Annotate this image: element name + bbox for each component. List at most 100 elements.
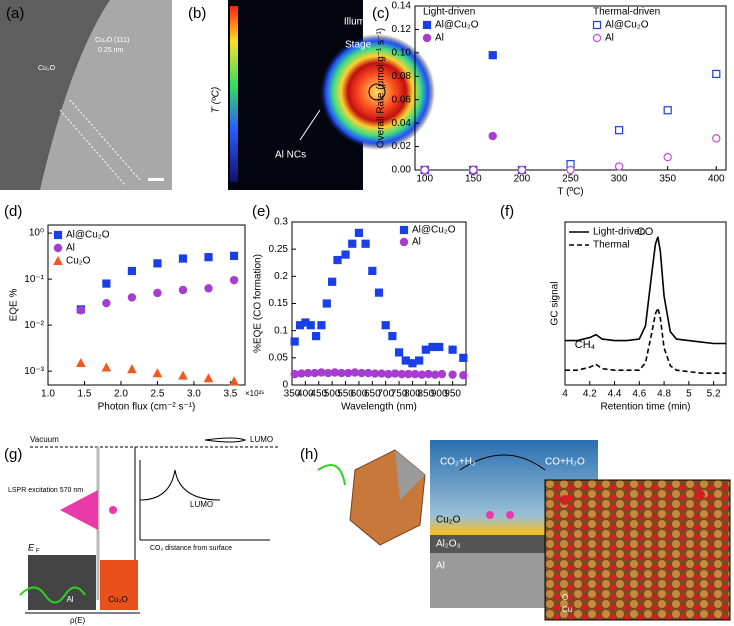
annotation: Al — [66, 595, 73, 604]
data-point — [437, 369, 447, 379]
data-point — [377, 369, 386, 378]
y-tick-label: 0.05 — [269, 352, 289, 363]
x-tick-label: 200 — [514, 174, 531, 185]
x-tick-label: 3.5 — [223, 389, 237, 400]
color-bar — [230, 6, 238, 182]
x-tick-label: 4.4 — [608, 389, 622, 400]
axis-multiplier: ×10²⁵ — [245, 389, 265, 398]
legend-label: Al@Cu₂O — [412, 225, 456, 236]
nanocrystal — [349, 449, 426, 546]
data-point — [76, 357, 86, 368]
data-point — [153, 259, 162, 268]
data-point — [421, 345, 430, 354]
panel-b: T (ºC) Illumination spot Stage Al NCs (b… — [188, 0, 435, 190]
data-point — [328, 277, 337, 286]
data-point — [344, 368, 353, 378]
reaction-arrow — [459, 454, 546, 471]
panel-label: (e) — [252, 203, 270, 220]
annotation: LUMO — [250, 435, 273, 444]
x-tick-label: 950 — [444, 389, 461, 400]
x-tick-label: 900 — [431, 389, 448, 400]
data-point — [204, 284, 213, 293]
legend-marker — [53, 243, 63, 253]
molecule — [695, 490, 705, 500]
x-tick-label: 450 — [310, 389, 327, 400]
data-point — [317, 321, 326, 330]
x-tick-label: 150 — [465, 174, 482, 185]
light-wave — [317, 464, 346, 486]
x-tick-label: 1.0 — [41, 389, 55, 400]
electron — [109, 506, 117, 514]
x-tick-label: 250 — [562, 174, 579, 185]
y-tick-label: 0.15 — [269, 298, 289, 309]
colorbar-label: T (ºC) — [211, 87, 222, 113]
data-point — [431, 370, 440, 379]
annotation: F — [36, 549, 40, 555]
data-point — [390, 369, 400, 378]
annotation: LUMO — [190, 500, 213, 509]
annotation: Cu — [562, 605, 572, 614]
annotation: CO — [637, 226, 654, 238]
legend-label: Al — [412, 237, 421, 248]
data-point — [614, 162, 624, 171]
x-axis-label: Photon flux (cm⁻² s⁻¹) — [98, 402, 196, 413]
y-tick-label: 0.00 — [392, 165, 412, 176]
panel-label: (d) — [4, 203, 22, 220]
data-point — [488, 131, 497, 141]
y-tick-label: 0.3 — [274, 217, 288, 228]
data-point — [435, 342, 444, 352]
data-point — [290, 369, 299, 379]
tem-region — [40, 0, 172, 190]
electron — [506, 511, 514, 519]
data-point — [663, 106, 672, 115]
annotation: ρ(E) — [70, 616, 86, 625]
annotation: CO+H₂O — [545, 457, 585, 468]
x-tick-label: 4.6 — [632, 389, 646, 400]
data-point — [204, 253, 213, 262]
tem-region — [0, 0, 110, 190]
data-point — [127, 266, 137, 276]
annotation: CH₄ — [575, 339, 596, 351]
data-point — [388, 332, 397, 341]
legend-marker — [399, 237, 409, 247]
x-tick-label: 400 — [708, 174, 725, 185]
data-point — [417, 370, 427, 379]
panel-label: (h) — [300, 446, 318, 463]
panel-label: (b) — [188, 5, 206, 22]
data-point — [203, 373, 214, 383]
x-tick-label: 650 — [364, 389, 381, 400]
cu2o-band — [100, 560, 138, 610]
legend-marker — [53, 255, 63, 265]
y-tick-label: 0 — [282, 380, 288, 391]
legend-marker — [399, 225, 409, 235]
legend-label: Al@Cu₂O — [605, 20, 649, 31]
data-point — [330, 368, 340, 377]
data-point — [317, 368, 326, 377]
legend-title: Thermal-driven — [593, 7, 660, 18]
molecule — [560, 495, 570, 505]
y-tick-label: 0.14 — [392, 1, 412, 12]
data-point — [394, 348, 404, 357]
y-tick-label: 0.2 — [274, 271, 288, 282]
legend-marker — [592, 33, 602, 43]
annotation: Cu₂O — [108, 595, 128, 604]
legend-marker — [592, 20, 602, 30]
data-point — [333, 255, 342, 265]
x-tick-label: 750 — [391, 389, 408, 400]
data-point — [712, 69, 721, 79]
data-point — [297, 369, 306, 378]
data-point — [102, 279, 111, 288]
y-tick-label: 10⁻¹ — [24, 274, 44, 285]
lspr-triangle — [60, 490, 98, 530]
legend-label: Al — [435, 33, 444, 44]
x-tick-label: 800 — [404, 389, 421, 400]
spot-marker — [368, 83, 386, 101]
data-point — [311, 332, 321, 341]
lumo-profile — [139, 460, 221, 540]
data-point — [614, 126, 624, 135]
data-point — [348, 239, 357, 248]
x-tick-label: 300 — [611, 174, 628, 185]
annotation: Cu₂O — [436, 515, 461, 526]
legend-label: Al@Cu₂O — [435, 20, 479, 31]
data-point — [663, 152, 672, 162]
